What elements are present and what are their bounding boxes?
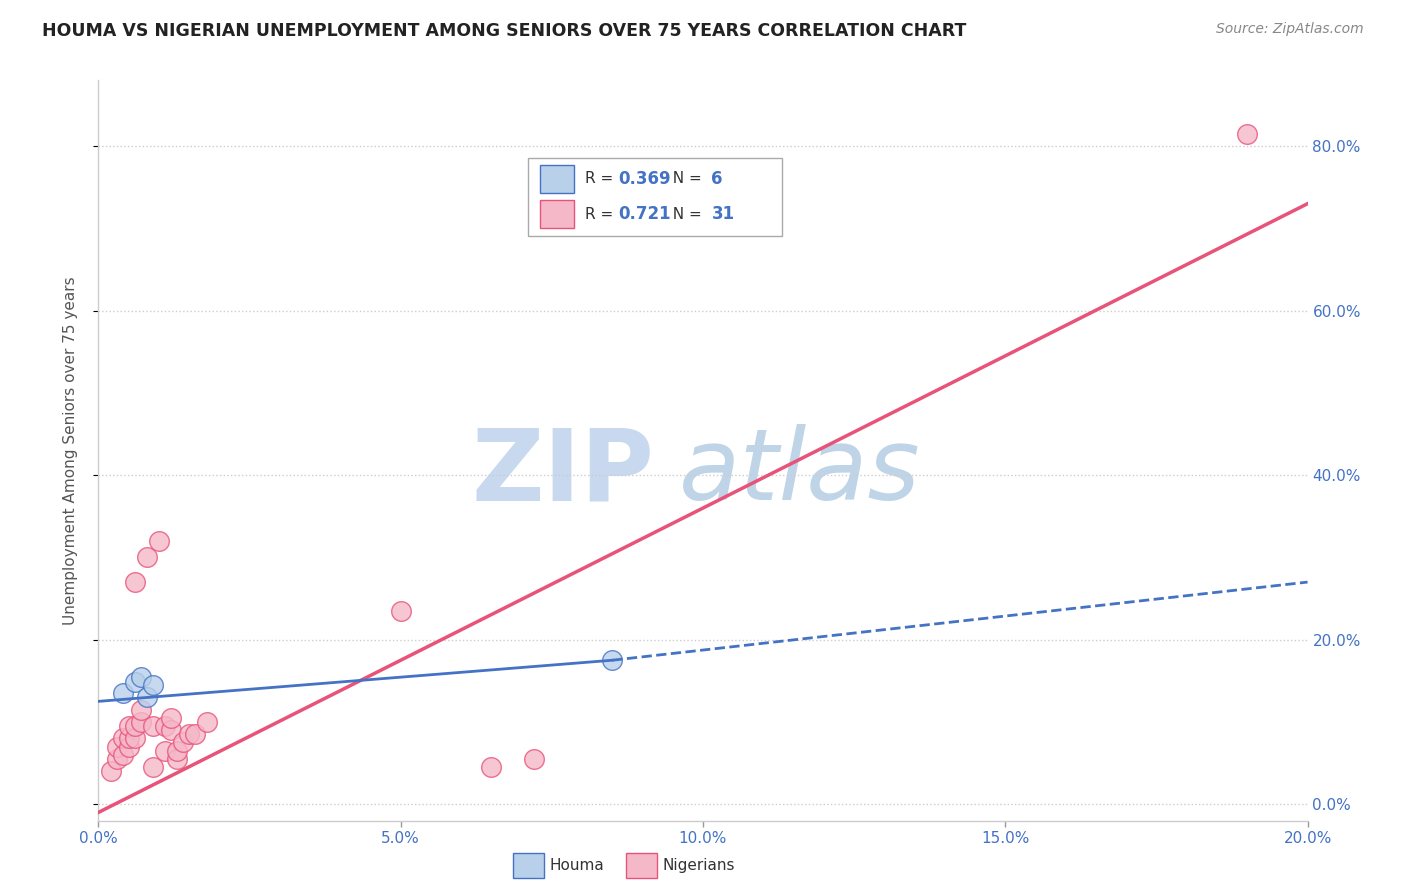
Point xyxy=(124,675,146,690)
Point xyxy=(184,727,207,741)
Point xyxy=(111,747,134,762)
Point xyxy=(118,719,141,733)
Point xyxy=(179,727,201,741)
Point xyxy=(118,731,141,746)
Point xyxy=(389,604,412,618)
Text: 31: 31 xyxy=(711,205,734,223)
Point xyxy=(129,714,152,729)
Point xyxy=(195,714,218,729)
Text: Source: ZipAtlas.com: Source: ZipAtlas.com xyxy=(1216,22,1364,37)
Point xyxy=(124,575,146,590)
Text: 0.721: 0.721 xyxy=(619,205,671,223)
Text: Houma: Houma xyxy=(550,858,605,872)
Point xyxy=(111,686,134,700)
Point xyxy=(135,550,157,565)
Point xyxy=(166,744,188,758)
Point xyxy=(153,719,176,733)
Point xyxy=(129,670,152,684)
Point xyxy=(153,744,176,758)
Point xyxy=(118,739,141,754)
Point xyxy=(129,703,152,717)
Point xyxy=(602,653,624,667)
Text: 0.369: 0.369 xyxy=(619,169,671,187)
Text: HOUMA VS NIGERIAN UNEMPLOYMENT AMONG SENIORS OVER 75 YEARS CORRELATION CHART: HOUMA VS NIGERIAN UNEMPLOYMENT AMONG SEN… xyxy=(42,22,966,40)
Point xyxy=(142,678,165,692)
Bar xyxy=(540,200,574,228)
Point xyxy=(124,731,146,746)
Point xyxy=(523,752,546,766)
Point xyxy=(135,690,157,705)
Point xyxy=(166,752,188,766)
Point xyxy=(142,719,165,733)
Text: Nigerians: Nigerians xyxy=(662,858,735,872)
FancyBboxPatch shape xyxy=(527,158,782,235)
Text: R =: R = xyxy=(585,207,617,222)
Text: 6: 6 xyxy=(711,169,723,187)
Point xyxy=(100,764,122,779)
Point xyxy=(105,739,128,754)
Bar xyxy=(540,165,574,193)
Point xyxy=(105,752,128,766)
Text: R =: R = xyxy=(585,171,617,186)
Point xyxy=(160,711,183,725)
Text: N =: N = xyxy=(664,171,707,186)
Point xyxy=(172,735,194,749)
Point xyxy=(142,760,165,774)
Point xyxy=(111,731,134,746)
Text: atlas: atlas xyxy=(679,425,921,521)
Y-axis label: Unemployment Among Seniors over 75 years: Unemployment Among Seniors over 75 years xyxy=(63,277,77,624)
Point xyxy=(1236,127,1258,141)
Point xyxy=(481,760,503,774)
Text: N =: N = xyxy=(664,207,707,222)
Point xyxy=(124,719,146,733)
Point xyxy=(148,533,170,548)
Text: ZIP: ZIP xyxy=(472,425,655,521)
Point xyxy=(160,723,183,738)
